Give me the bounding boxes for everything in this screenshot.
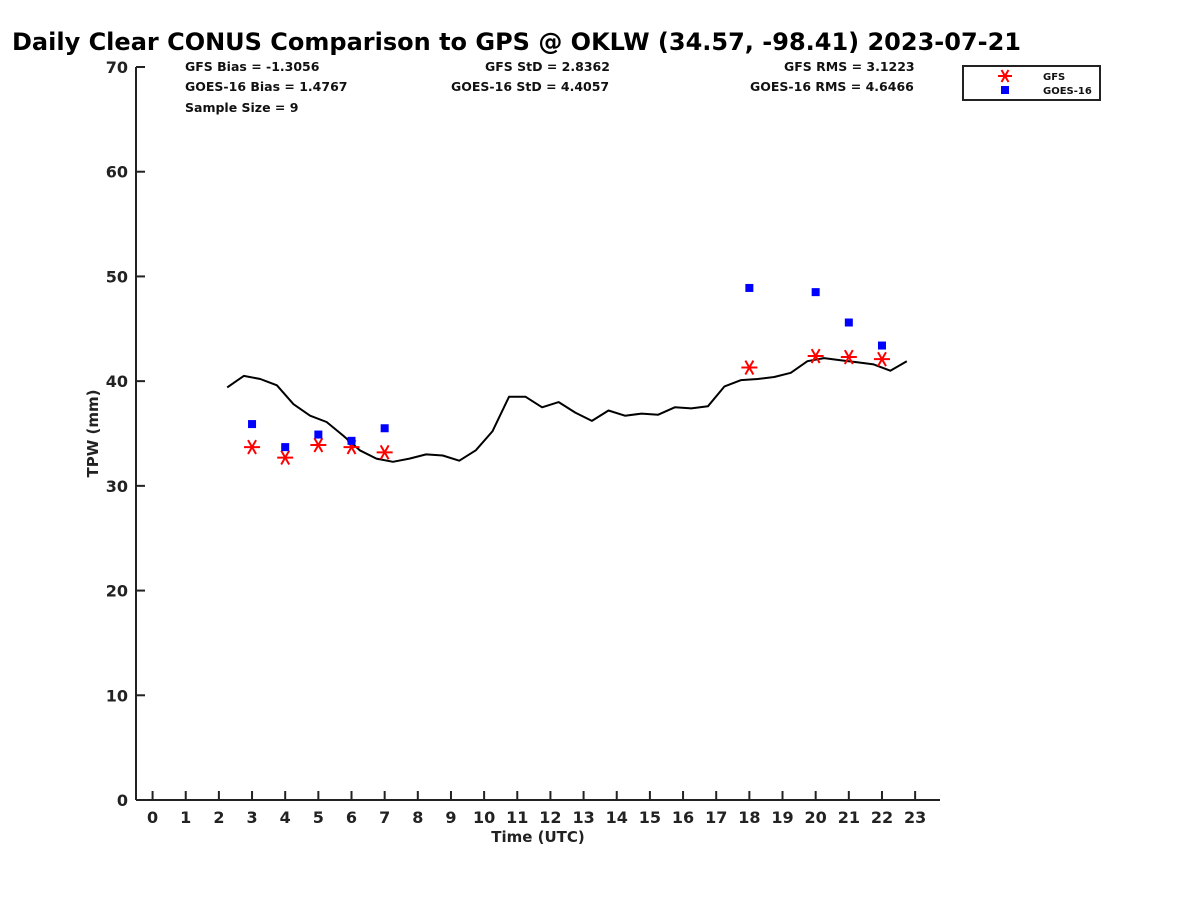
x-tick-label: 10 bbox=[473, 808, 495, 827]
y-tick-label: 70 bbox=[106, 58, 128, 77]
gfs-bias-stat: GFS Bias = -1.3056 bbox=[185, 59, 320, 74]
x-tick-label: 2 bbox=[213, 808, 224, 827]
goes16-point bbox=[347, 436, 356, 445]
x-tick-label: 6 bbox=[346, 808, 357, 827]
x-axis-title: Time (UTC) bbox=[491, 828, 585, 846]
x-tick-label: 1 bbox=[180, 808, 191, 827]
y-tick-label: 40 bbox=[106, 372, 128, 391]
x-tick-label: 5 bbox=[313, 808, 324, 827]
gfs-point bbox=[244, 439, 261, 455]
gfs-point bbox=[840, 349, 857, 365]
x-tick-label: 11 bbox=[506, 808, 528, 827]
y-tick-label: 10 bbox=[106, 686, 128, 705]
goes16-point bbox=[844, 318, 853, 327]
x-tick-label: 23 bbox=[904, 808, 926, 827]
x-tick-label: 12 bbox=[539, 808, 561, 827]
goes16-point bbox=[745, 283, 754, 292]
gps-line bbox=[226, 357, 908, 463]
goes16-point bbox=[380, 424, 389, 433]
y-tick-label: 50 bbox=[106, 267, 128, 286]
asterisk-stroke bbox=[280, 450, 291, 466]
asterisk-stroke bbox=[379, 444, 390, 460]
x-tick-label: 14 bbox=[606, 808, 628, 827]
y-axis-title: TPW (mm) bbox=[84, 390, 102, 478]
y-tick-label: 0 bbox=[117, 791, 128, 810]
asterisk-stroke bbox=[1000, 69, 1010, 83]
legend: GFS GOES-16 bbox=[962, 65, 1101, 101]
y-tick-label: 60 bbox=[106, 163, 128, 182]
x-tick-label: 18 bbox=[738, 808, 760, 827]
gfs-std-stat: GFS StD = 2.8362 bbox=[485, 59, 610, 74]
goes16-point bbox=[281, 443, 290, 452]
legend-label: GFS bbox=[1043, 72, 1065, 83]
x-tick-label: 8 bbox=[412, 808, 423, 827]
goes16-point bbox=[877, 341, 886, 350]
gfs-point bbox=[873, 351, 890, 367]
x-tick-label: 21 bbox=[838, 808, 860, 827]
x-tick-label: 9 bbox=[445, 808, 456, 827]
goes16-point bbox=[248, 420, 257, 429]
x-tick-label: 3 bbox=[246, 808, 257, 827]
asterisk-stroke bbox=[313, 437, 324, 453]
x-tick-label: 13 bbox=[572, 808, 594, 827]
x-tick-label: 19 bbox=[771, 808, 793, 827]
sample-size-stat: Sample Size = 9 bbox=[185, 100, 299, 115]
asterisk-stroke bbox=[744, 360, 755, 375]
x-tick-label: 16 bbox=[672, 808, 694, 827]
goes-bias-stat: GOES-16 Bias = 1.4767 bbox=[185, 79, 348, 94]
legend-goes16-marker bbox=[1001, 86, 1009, 94]
x-tick-label: 4 bbox=[280, 808, 291, 827]
legend-label: GOES-16 bbox=[1043, 86, 1092, 97]
gfs-point bbox=[376, 444, 393, 460]
x-tick-label: 22 bbox=[871, 808, 893, 827]
plot-area bbox=[226, 283, 908, 466]
x-tick-label: 15 bbox=[639, 808, 661, 827]
y-tick-label: 30 bbox=[106, 477, 128, 496]
goes16-point bbox=[811, 288, 820, 297]
gfs-rms-stat: GFS RMS = 3.1223 bbox=[784, 59, 915, 74]
chart-title: Daily Clear CONUS Comparison to GPS @ OK… bbox=[12, 28, 1021, 56]
legend-gfs-marker bbox=[998, 69, 1012, 83]
goes-rms-stat: GOES-16 RMS = 4.6466 bbox=[750, 79, 914, 94]
x-tick-label: 7 bbox=[379, 808, 390, 827]
asterisk-stroke bbox=[247, 439, 257, 455]
asterisk-stroke bbox=[843, 349, 854, 365]
x-tick-label: 17 bbox=[705, 808, 727, 827]
y-tick-label: 20 bbox=[106, 582, 128, 601]
gfs-point bbox=[310, 437, 327, 453]
goes16-point bbox=[314, 430, 323, 439]
gfs-point bbox=[807, 348, 824, 364]
asterisk-stroke bbox=[877, 351, 887, 367]
asterisk-stroke bbox=[810, 348, 821, 364]
gfs-point bbox=[741, 360, 758, 375]
x-tick-label: 0 bbox=[147, 808, 158, 827]
x-tick-label: 20 bbox=[805, 808, 827, 827]
gfs-point bbox=[277, 450, 294, 466]
goes-std-stat: GOES-16 StD = 4.4057 bbox=[451, 79, 610, 94]
legend-box bbox=[962, 65, 1101, 101]
